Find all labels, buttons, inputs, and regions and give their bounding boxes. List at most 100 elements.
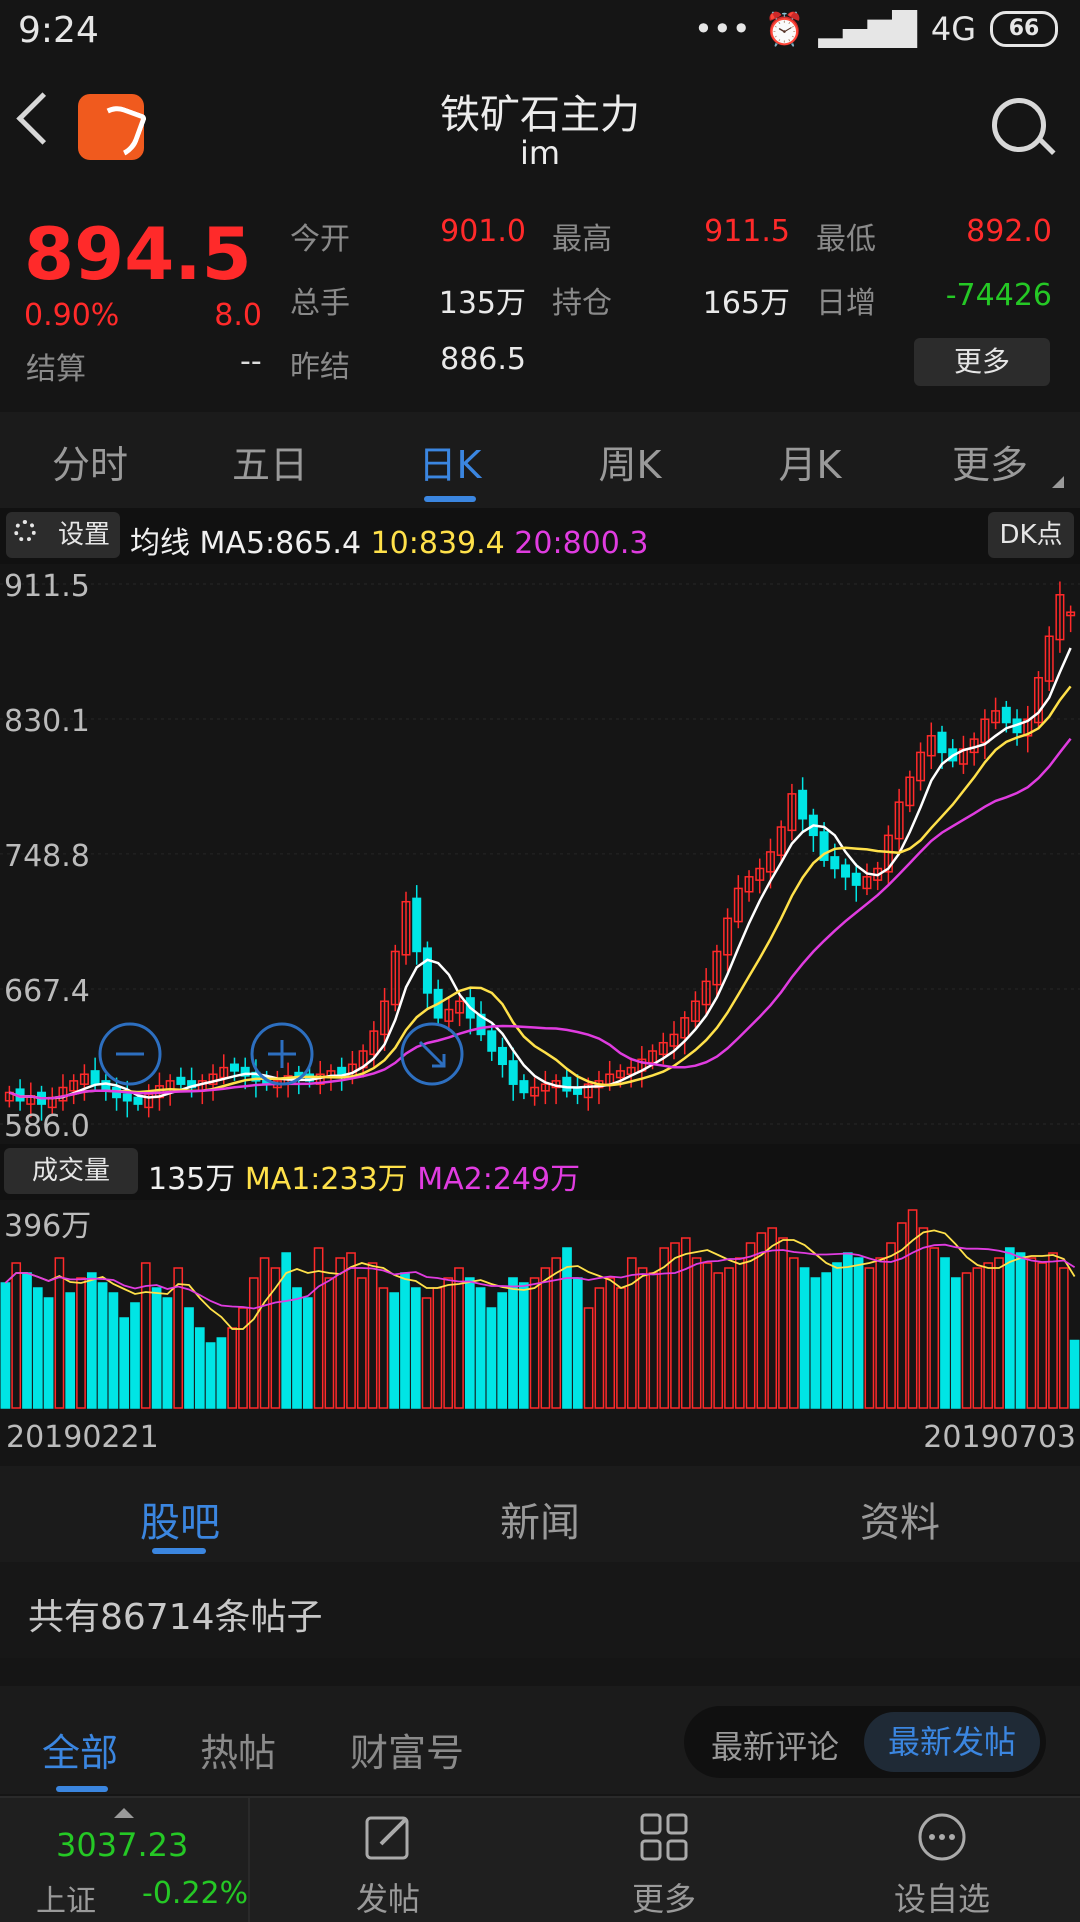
candle bbox=[519, 1080, 529, 1094]
candle bbox=[90, 1070, 100, 1085]
dk-point-button[interactable]: DK点 bbox=[988, 512, 1074, 558]
zoom-in-icon[interactable] bbox=[250, 1022, 314, 1086]
settle-label: 结算 bbox=[26, 352, 86, 387]
volume-bar bbox=[302, 1297, 313, 1409]
content-tabs: 股吧 新闻 资料 bbox=[0, 1466, 1080, 1562]
kline-chart[interactable]: 911.5 830.1 748.8 667.4 586.0 bbox=[0, 564, 1080, 1144]
prev-settle-label: 昨结 bbox=[290, 350, 350, 385]
prev-settle-value: 886.5 bbox=[440, 342, 526, 377]
candle bbox=[380, 1000, 390, 1036]
candle bbox=[4, 1091, 14, 1102]
volume-bar bbox=[680, 1237, 691, 1409]
filter-fortune[interactable]: 财富号 bbox=[350, 1731, 465, 1775]
candle bbox=[841, 864, 851, 878]
tab-monthly-k[interactable]: 月K bbox=[778, 443, 842, 487]
candle bbox=[540, 1083, 550, 1092]
volume-bar bbox=[86, 1272, 97, 1409]
volume-indicator-button[interactable]: 成交量 bbox=[4, 1148, 138, 1194]
sort-latest-post[interactable]: 最新发帖 bbox=[864, 1712, 1040, 1772]
candle bbox=[530, 1086, 540, 1097]
tab-weekly-k[interactable]: 周K bbox=[598, 443, 662, 487]
volume-bar bbox=[864, 1267, 875, 1409]
restore-icon[interactable] bbox=[400, 1022, 464, 1086]
back-icon[interactable] bbox=[16, 92, 69, 145]
candle bbox=[744, 876, 754, 893]
candle bbox=[240, 1066, 250, 1077]
status-icons: ••• ⏰ ▂▄▆█ 4G 66 bbox=[694, 10, 1058, 48]
candle bbox=[508, 1060, 518, 1085]
quote-more-button[interactable]: 更多 bbox=[914, 338, 1050, 386]
volume-bar bbox=[529, 1277, 540, 1409]
volume-bar bbox=[259, 1257, 270, 1409]
volume-bar bbox=[238, 1307, 248, 1409]
tab-intraday[interactable]: 分时 bbox=[51, 443, 128, 487]
volume-bar bbox=[389, 1292, 400, 1409]
volume-bar bbox=[508, 1277, 518, 1409]
volume-bar bbox=[378, 1287, 389, 1409]
zoom-out-icon[interactable] bbox=[98, 1022, 162, 1086]
tab-five-day[interactable]: 五日 bbox=[231, 443, 308, 487]
filter-all[interactable]: 全部 bbox=[42, 1731, 119, 1775]
daily-value: -74426 bbox=[945, 278, 1052, 313]
candle bbox=[883, 834, 893, 873]
volume-bar bbox=[918, 1227, 929, 1409]
candle bbox=[1044, 635, 1054, 682]
volume-bar bbox=[670, 1242, 680, 1409]
candle bbox=[476, 1013, 486, 1036]
volume-chart[interactable]: 396万 bbox=[0, 1200, 1080, 1410]
tab-more[interactable]: 更多 bbox=[951, 443, 1028, 487]
more-circle-icon bbox=[918, 1813, 966, 1861]
candle bbox=[176, 1076, 186, 1085]
candle bbox=[905, 776, 915, 807]
filter-hot[interactable]: 热帖 bbox=[200, 1731, 277, 1775]
date-end: 20190703 bbox=[923, 1420, 1076, 1455]
tab-news[interactable]: 新闻 bbox=[500, 1500, 580, 1546]
volume-bar bbox=[54, 1257, 65, 1409]
volume-bar bbox=[173, 1267, 184, 1409]
volume-bar bbox=[184, 1307, 194, 1409]
tab-daily-k[interactable]: 日K bbox=[418, 443, 482, 487]
open-label: 今开 bbox=[290, 222, 350, 257]
volume-bar bbox=[1026, 1257, 1037, 1409]
sort-latest-comment[interactable]: 最新评论 bbox=[710, 1728, 839, 1766]
add-watchlist-button[interactable]: 设自选 bbox=[872, 1798, 1012, 1922]
volume-bar bbox=[767, 1227, 778, 1409]
vol-ma1-line bbox=[4, 1229, 1076, 1330]
settle-value: -- bbox=[240, 344, 262, 379]
expand-triangle-icon[interactable] bbox=[114, 1808, 134, 1818]
index-value[interactable]: 3037.23 bbox=[56, 1826, 189, 1864]
candle bbox=[615, 1070, 625, 1079]
active-filter-indicator bbox=[56, 1786, 108, 1792]
volume-bar bbox=[194, 1327, 205, 1409]
gear-icon bbox=[14, 520, 36, 542]
tab-forum[interactable]: 股吧 bbox=[140, 1500, 220, 1546]
y-tick-label: 911.5 bbox=[4, 569, 90, 604]
volume-bar bbox=[605, 1277, 616, 1409]
volume-bar bbox=[432, 1287, 443, 1409]
candle bbox=[1033, 676, 1043, 724]
date-start: 20190221 bbox=[6, 1420, 159, 1455]
more-button[interactable]: 更多 bbox=[594, 1798, 734, 1922]
ma-legend-bar: 设置 均线 MA5:865.4 10:839.4 20:800.3 DK点 bbox=[0, 508, 1080, 564]
volume-bar bbox=[659, 1247, 670, 1409]
top-bar: 铁矿石主力 im bbox=[0, 68, 1080, 178]
candle bbox=[1001, 706, 1011, 724]
search-icon[interactable] bbox=[992, 98, 1046, 152]
volume-bar bbox=[248, 1277, 259, 1409]
candle bbox=[798, 789, 808, 820]
volume-bar bbox=[400, 1272, 410, 1409]
daily-label: 日增 bbox=[816, 286, 876, 321]
candle bbox=[583, 1083, 593, 1099]
volume-bar bbox=[929, 1247, 940, 1409]
network-label: 4G bbox=[930, 10, 976, 48]
tab-profile[interactable]: 资料 bbox=[860, 1500, 940, 1546]
low-label: 最低 bbox=[816, 222, 876, 257]
post-button[interactable]: 发帖 bbox=[318, 1798, 458, 1922]
quote-panel: 894.5 0.90% 8.0 结算 -- 今开 901.0 最高 911.5 … bbox=[0, 190, 1080, 410]
candle bbox=[819, 831, 829, 861]
bottom-nav: 3037.23 上证 -0.22% 发帖 更多 设自选 bbox=[0, 1796, 1080, 1922]
volume-bar bbox=[626, 1257, 637, 1409]
candle bbox=[787, 793, 797, 832]
high-label: 最高 bbox=[552, 222, 612, 257]
volume-bar bbox=[799, 1267, 810, 1409]
